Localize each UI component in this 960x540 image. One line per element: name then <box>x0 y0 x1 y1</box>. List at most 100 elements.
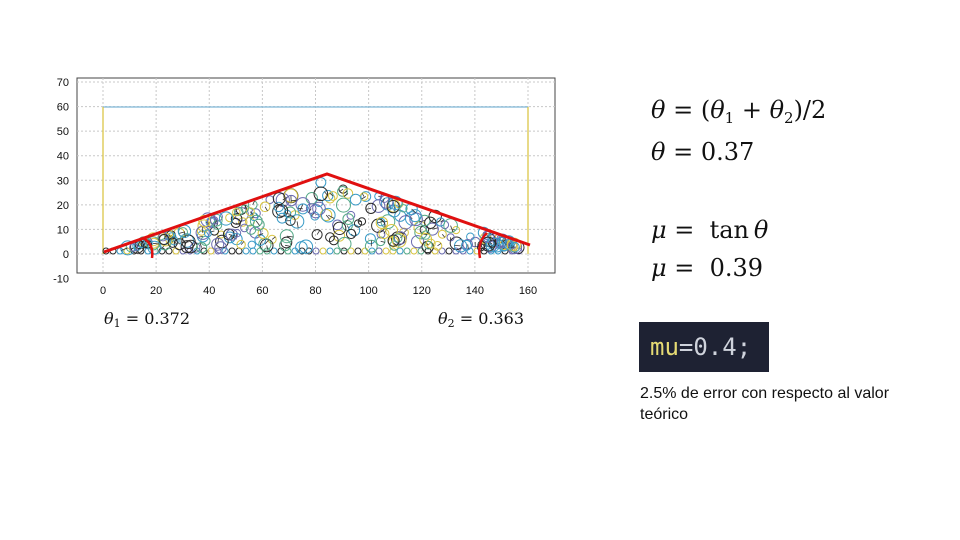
particle <box>332 221 347 236</box>
particle <box>247 240 257 250</box>
particle <box>376 217 386 227</box>
particle <box>380 214 396 230</box>
particle-orientation <box>299 204 304 211</box>
particle <box>120 240 136 256</box>
particle-orientation <box>325 214 331 220</box>
particle <box>169 236 179 246</box>
particle <box>347 247 355 255</box>
particle-orientation <box>432 227 439 230</box>
particle <box>291 247 299 255</box>
particle <box>336 197 351 213</box>
particle <box>200 247 208 255</box>
particle <box>249 214 263 228</box>
particle-orientation <box>178 231 185 234</box>
theta2-label: θ2 = 0.363 <box>438 309 525 330</box>
particle-orientation <box>454 245 461 247</box>
particle <box>197 219 211 233</box>
particle-orientation <box>244 204 247 209</box>
particle-orientation <box>350 233 355 238</box>
particle <box>445 247 453 255</box>
particle-orientation <box>235 222 241 226</box>
particle-orientation <box>467 244 469 250</box>
particle-orientation <box>266 245 269 252</box>
particle-orientation <box>287 213 291 215</box>
particle-orientation <box>339 188 344 192</box>
particle <box>221 247 229 255</box>
particle <box>217 230 226 239</box>
particle-orientation <box>199 242 202 248</box>
y-tick-label: 60 <box>57 102 69 114</box>
particle <box>259 201 271 213</box>
particle <box>297 203 309 215</box>
particle <box>212 220 223 230</box>
mu-definition: μ = tan θ <box>651 216 769 244</box>
particle-orientation <box>264 239 270 245</box>
particle <box>203 229 212 238</box>
particle <box>425 238 436 249</box>
particle <box>452 247 460 255</box>
y-tick-label: -10 <box>53 274 69 286</box>
particle <box>242 247 250 255</box>
particle <box>353 219 363 228</box>
particle <box>319 247 327 255</box>
code-number: 0.4 <box>693 333 737 361</box>
x-tick-label: 20 <box>150 285 162 297</box>
particle-orientation <box>264 206 268 212</box>
particle <box>225 213 235 223</box>
particle <box>207 247 215 255</box>
particle-orientation <box>487 243 493 250</box>
particle-orientation <box>441 233 446 238</box>
particle <box>214 241 227 254</box>
theta1-arc <box>142 236 154 259</box>
particle <box>196 242 208 254</box>
particle-orientation <box>328 214 335 219</box>
particle <box>365 202 377 214</box>
particle <box>276 212 288 224</box>
particle <box>461 239 472 251</box>
particle-orientation <box>403 229 408 233</box>
x-tick-label: 0 <box>100 285 106 297</box>
particle <box>371 199 386 213</box>
particle-orientation <box>344 218 349 224</box>
particle-orientation <box>450 225 454 233</box>
particle <box>399 204 408 213</box>
particle <box>272 192 286 205</box>
particle-orientation <box>437 243 442 247</box>
particle <box>346 210 356 220</box>
particle-orientation <box>163 234 167 240</box>
particle <box>280 236 293 249</box>
particle <box>321 207 336 223</box>
particle <box>214 247 222 255</box>
particle <box>284 206 297 219</box>
particle <box>337 236 352 251</box>
particle-orientation <box>308 208 312 213</box>
x-tick-label: 100 <box>359 285 377 297</box>
y-tick-label: 30 <box>57 175 69 187</box>
theta1-label: θ1 = 0.372 <box>104 309 191 330</box>
particle <box>211 237 225 251</box>
particle <box>180 240 194 254</box>
particle-orientation <box>430 218 435 224</box>
particle <box>354 247 362 255</box>
particle-orientation <box>286 235 294 238</box>
particle <box>252 218 265 231</box>
particle <box>230 213 243 225</box>
x-tick-label: 40 <box>203 285 215 297</box>
mu-value: μ = 0.39 <box>651 254 764 282</box>
particle <box>386 200 400 214</box>
particle <box>312 247 320 255</box>
theta-definition: θ = (θ1 + θ2)/2 <box>651 96 827 127</box>
particle-orientation <box>400 232 405 239</box>
code-semicolon: ; <box>736 333 752 361</box>
particle <box>240 204 249 213</box>
particle <box>391 233 407 248</box>
particle-orientation <box>152 242 160 245</box>
particle-orientation <box>382 198 385 203</box>
particle <box>385 224 399 237</box>
particle-orientation <box>184 231 186 238</box>
particle-orientation <box>271 236 276 240</box>
particle <box>181 234 196 250</box>
particle-orientation <box>343 193 349 197</box>
particle <box>408 209 422 223</box>
